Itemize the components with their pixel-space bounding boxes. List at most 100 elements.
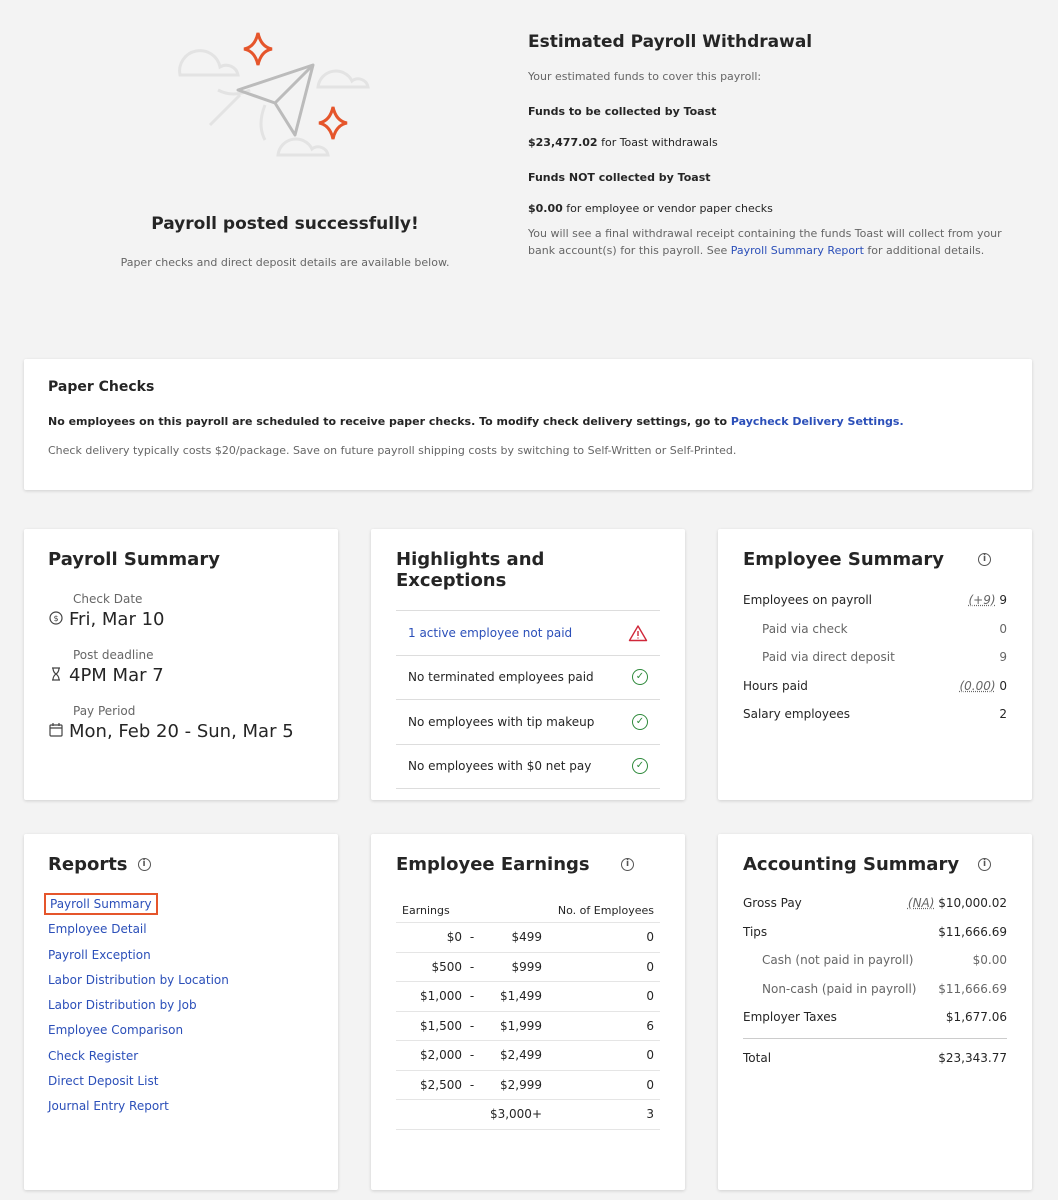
payroll-summary-report-link[interactable]: Payroll Summary Report (730, 244, 864, 257)
total-value: $23,343.77 (938, 1050, 1007, 1065)
accounting-row: Non-cash (paid in payroll) $11,666.69 (743, 975, 1007, 1004)
paycheck-delivery-settings-link[interactable]: Paycheck Delivery Settings. (730, 415, 904, 428)
highlight-text: No terminated employees paid (408, 670, 594, 685)
svg-text:$: $ (53, 614, 58, 623)
report-link[interactable]: Direct Deposit List (48, 1074, 159, 1089)
info-icon[interactable]: i (978, 858, 991, 871)
row-label: Salary employees (743, 707, 850, 722)
calendar-icon (48, 722, 64, 741)
earnings-cell: - (469, 1048, 475, 1063)
highlights-card: Highlights and Exceptions 1 active emplo… (371, 529, 685, 800)
earnings-cell: - (469, 1018, 475, 1033)
report-link[interactable]: Journal Entry Report (48, 1099, 169, 1114)
paper-checks-line2: Check delivery typically costs $20/packa… (48, 444, 737, 457)
earnings-row: $2,000- $2,499 0 (396, 1041, 660, 1071)
row-delta[interactable]: (0.00) (959, 678, 996, 693)
row-value: $11,666.69 (938, 924, 1007, 939)
row-value: 0 (999, 621, 1007, 636)
check-circle-icon: ✓ (632, 669, 648, 686)
earnings-cell: 0 (646, 1048, 654, 1063)
row-value: 9 (999, 650, 1007, 665)
report-link[interactable]: Employee Comparison (48, 1023, 184, 1038)
highlight-text[interactable]: 1 active employee not paid (408, 625, 573, 640)
row-value: $1,677.06 (945, 1010, 1007, 1025)
earnings-cell: 0 (646, 959, 654, 974)
item-value: 4PM Mar 7 (69, 665, 164, 686)
earnings-cell: $1,499 (500, 989, 542, 1004)
earnings-row: $0- $499 0 (396, 923, 660, 953)
withdrawal-title: Estimated Payroll Withdrawal (528, 32, 813, 52)
earnings-cell: - (469, 930, 475, 945)
item-label: Check Date (73, 592, 143, 606)
row-label: Employees on payroll (743, 593, 873, 608)
employee-summary-card: Employee Summary i Employees on payroll (+… (718, 529, 1032, 800)
earnings-cell: $2,000 (420, 1048, 462, 1063)
row-value: 9 (999, 593, 1007, 608)
earnings-cell: 0 (646, 930, 654, 945)
payroll-summary-item: Check Date $ Fri, Mar 10 (48, 592, 314, 630)
earnings-cell: 0 (646, 989, 654, 1004)
success-subtitle: Paper checks and direct deposit details … (120, 256, 450, 269)
note-text-end: for additional details. (863, 244, 985, 257)
not-collected-amount: $0.00 (528, 202, 563, 215)
reports-title: Reports (48, 854, 128, 875)
withdrawal-section: Estimated Payroll Withdrawal Your estima… (528, 32, 1008, 259)
row-value: 2 (999, 707, 1007, 722)
accounting-row: Cash (not paid in payroll) $0.00 (743, 946, 1007, 975)
row-value: $10,000.02 (938, 896, 1007, 911)
earnings-row: $3,000+ 3 (396, 1100, 660, 1130)
earnings-cell: - (469, 959, 475, 974)
paper-checks-line1: No employees on this payroll are schedul… (48, 415, 1008, 428)
highlight-row: No employees with tip makeup ✓ (396, 700, 660, 745)
earnings-cell: $0 (446, 930, 462, 945)
report-link[interactable]: Payroll Summary (44, 893, 158, 915)
earnings-cell: $2,500 (420, 1077, 462, 1092)
earnings-cell: $999 (511, 959, 542, 974)
report-link[interactable]: Payroll Exception (48, 947, 151, 962)
collected-amount: $23,477.02 (528, 136, 598, 149)
highlight-row: No terminated employees paid ✓ (396, 656, 660, 700)
accounting-summary-title: Accounting Summary (743, 854, 960, 875)
employee-summary-row: Hours paid (0.00) 0 (743, 672, 1007, 701)
row-value: 0 (999, 678, 1007, 693)
highlight-row: No employees with $0 net pay ✓ (396, 745, 660, 789)
earnings-header: Earnings No. of Employees (396, 899, 660, 923)
row-label: Cash (not paid in payroll) (762, 953, 914, 968)
employee-earnings-title: Employee Earnings (396, 854, 590, 875)
highlights-title: Highlights and Exceptions (396, 549, 545, 591)
row-delta[interactable]: (+9) (968, 593, 996, 608)
report-link[interactable]: Employee Detail (48, 922, 147, 937)
paper-checks-text: No employees on this payroll are schedul… (48, 415, 731, 428)
check-circle-icon: ✓ (632, 758, 648, 775)
info-icon[interactable]: i (978, 553, 991, 566)
earnings-cell: $1,999 (500, 1018, 542, 1033)
item-label: Post deadline (73, 648, 154, 662)
report-link[interactable]: Labor Distribution by Location (48, 972, 229, 987)
earnings-cell: $500 (431, 959, 462, 974)
employee-summary-row: Salary employees 2 (743, 700, 1007, 729)
accounting-summary-card: Accounting Summary i Gross Pay (NA) $10,00… (718, 834, 1032, 1190)
row-delta[interactable]: (NA) (907, 896, 935, 911)
earnings-row: $1,500- $1,999 6 (396, 1012, 660, 1041)
paper-checks-card: Paper Checks No employees on this payrol… (24, 359, 1032, 490)
employee-earnings-card: Employee Earnings i Earnings No. of Employ… (371, 834, 685, 1190)
report-link[interactable]: Labor Distribution by Job (48, 998, 197, 1013)
payroll-summary-item: Pay Period Mon, Feb 20 - Sun, Mar 5 (48, 704, 314, 742)
withdrawal-intro: Your estimated funds to cover this payro… (528, 70, 762, 83)
info-icon[interactable]: i (137, 858, 151, 871)
report-link[interactable]: Check Register (48, 1048, 139, 1063)
highlight-row[interactable]: 1 active employee not paid (396, 611, 660, 656)
earnings-cell: $1,500 (420, 1018, 462, 1033)
row-label: Gross Pay (743, 896, 802, 911)
info-icon[interactable]: i (621, 858, 634, 871)
employees-col-header: No. of Employees (557, 904, 654, 917)
earnings-cell: $2,999 (500, 1077, 542, 1092)
check-circle-icon: ✓ (632, 713, 648, 730)
item-value: Mon, Feb 20 - Sun, Mar 5 (69, 721, 294, 742)
not-collected-label: Funds NOT collected by Toast (528, 171, 711, 184)
row-label: Hours paid (743, 678, 808, 693)
earnings-cell: $499 (511, 930, 542, 945)
accounting-total-row: Total $23,343.77 (743, 1037, 1007, 1065)
row-value: $11,666.69 (938, 981, 1007, 996)
earnings-cell: - (469, 1077, 475, 1092)
